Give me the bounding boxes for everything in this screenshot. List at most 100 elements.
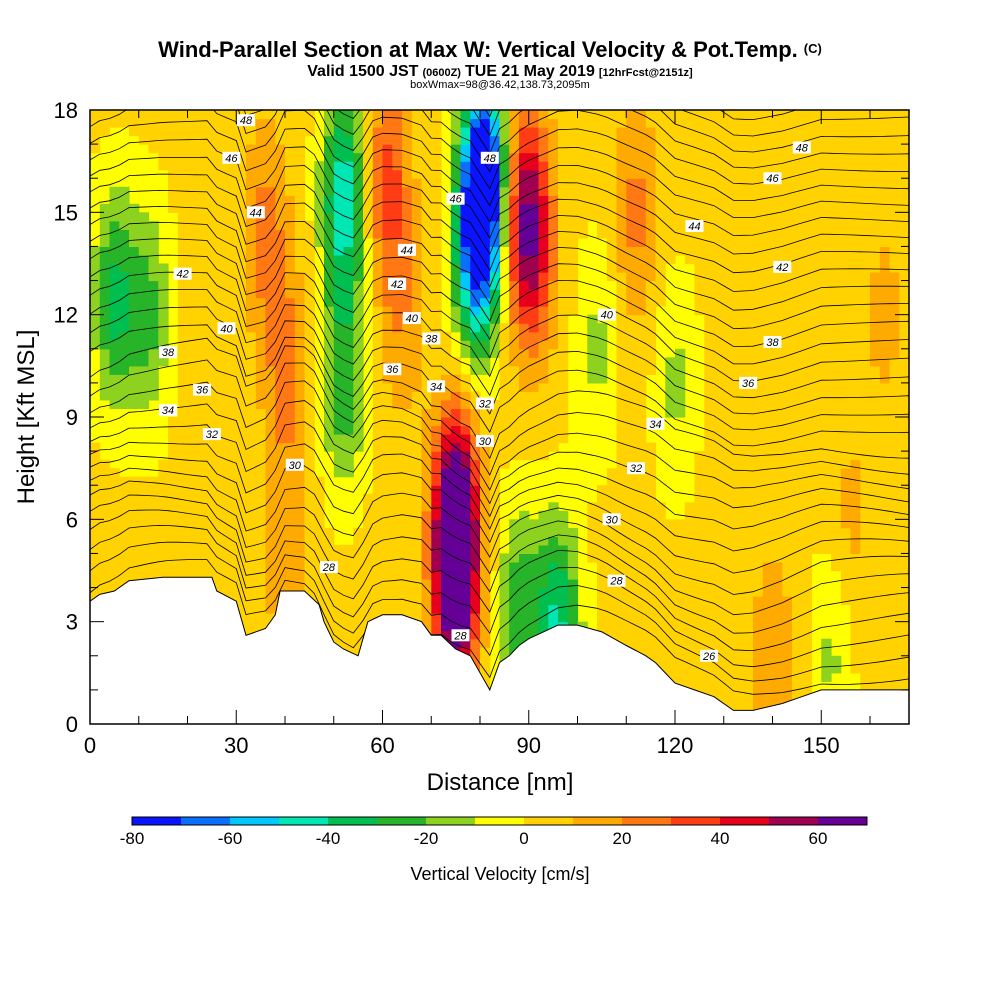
w-cell bbox=[343, 118, 354, 128]
w-cell bbox=[645, 220, 657, 230]
w-cell bbox=[733, 280, 744, 290]
w-cell bbox=[567, 596, 579, 606]
w-cell bbox=[665, 161, 676, 171]
w-cell bbox=[509, 118, 520, 128]
w-cell bbox=[90, 340, 101, 350]
w-cell bbox=[626, 186, 637, 196]
w-cell bbox=[597, 169, 608, 179]
w-cell bbox=[421, 135, 432, 145]
w-cell bbox=[850, 604, 861, 614]
w-cell bbox=[733, 297, 744, 307]
w-cell bbox=[129, 297, 140, 307]
w-cell bbox=[450, 118, 462, 128]
w-cell bbox=[704, 527, 715, 537]
w-cell bbox=[772, 135, 783, 145]
w-cell bbox=[733, 596, 744, 606]
w-cell bbox=[509, 348, 520, 358]
w-cell bbox=[480, 357, 491, 367]
w-cell bbox=[616, 127, 627, 137]
w-cell bbox=[470, 229, 481, 239]
w-cell bbox=[616, 562, 627, 572]
w-cell bbox=[528, 519, 540, 529]
w-cell bbox=[411, 280, 423, 290]
w-cell bbox=[275, 579, 286, 589]
w-cell bbox=[236, 127, 247, 137]
w-cell bbox=[421, 621, 432, 631]
w-cell bbox=[411, 340, 423, 350]
w-cell bbox=[236, 178, 247, 188]
w-cell bbox=[285, 527, 296, 537]
w-cell bbox=[616, 237, 627, 247]
w-cell bbox=[353, 365, 364, 375]
w-cell bbox=[567, 527, 579, 537]
w-cell bbox=[567, 127, 579, 137]
w-cell bbox=[216, 289, 228, 299]
w-cell bbox=[665, 587, 676, 597]
w-cell bbox=[421, 246, 432, 256]
w-cell bbox=[109, 118, 120, 128]
w-cell bbox=[499, 638, 510, 648]
w-cell bbox=[821, 493, 832, 503]
w-cell bbox=[704, 152, 715, 162]
w-cell bbox=[831, 655, 842, 665]
w-cell bbox=[636, 604, 647, 614]
w-cell bbox=[138, 272, 150, 282]
w-cell bbox=[129, 331, 140, 341]
w-cell bbox=[753, 272, 764, 282]
w-cell bbox=[762, 655, 774, 665]
w-cell bbox=[762, 408, 774, 418]
w-cell bbox=[246, 399, 257, 409]
w-cell bbox=[402, 562, 413, 572]
w-cell bbox=[392, 110, 403, 120]
w-cell bbox=[821, 297, 832, 307]
w-cell bbox=[821, 246, 832, 256]
w-cell bbox=[402, 587, 413, 597]
w-cell bbox=[382, 348, 393, 358]
w-cell bbox=[148, 246, 159, 256]
w-cell bbox=[187, 237, 198, 247]
w-cell bbox=[645, 237, 657, 247]
w-cell bbox=[275, 502, 286, 512]
w-cell bbox=[860, 570, 871, 580]
w-cell bbox=[314, 237, 325, 247]
w-cell bbox=[606, 161, 618, 171]
w-cell bbox=[99, 323, 111, 333]
w-cell bbox=[772, 408, 783, 418]
w-cell bbox=[840, 365, 852, 375]
w-cell bbox=[587, 536, 598, 546]
w-cell bbox=[99, 297, 111, 307]
w-cell bbox=[333, 357, 345, 367]
w-cell bbox=[733, 434, 744, 444]
w-cell bbox=[236, 272, 247, 282]
w-cell bbox=[782, 672, 793, 682]
w-cell bbox=[860, 399, 871, 409]
w-cell bbox=[665, 374, 676, 384]
w-cell bbox=[772, 604, 783, 614]
w-cell bbox=[694, 596, 705, 606]
w-cell bbox=[255, 246, 267, 256]
w-cell bbox=[343, 391, 354, 401]
w-cell bbox=[216, 246, 228, 256]
w-cell bbox=[587, 374, 598, 384]
w-cell bbox=[470, 468, 481, 478]
w-cell bbox=[119, 493, 130, 503]
w-cell bbox=[528, 255, 540, 265]
w-cell bbox=[333, 613, 345, 623]
w-cell bbox=[714, 613, 725, 623]
w-cell bbox=[801, 365, 813, 375]
w-cell bbox=[216, 161, 228, 171]
w-cell bbox=[509, 331, 520, 341]
w-cell bbox=[528, 570, 540, 580]
w-cell bbox=[168, 161, 179, 171]
w-cell bbox=[655, 621, 666, 631]
w-cell bbox=[723, 493, 735, 503]
w-cell bbox=[382, 229, 393, 239]
w-cell bbox=[499, 604, 510, 614]
w-cell bbox=[558, 510, 569, 520]
w-cell bbox=[831, 152, 842, 162]
w-cell bbox=[723, 255, 735, 265]
w-cell bbox=[782, 536, 793, 546]
w-cell bbox=[119, 272, 130, 282]
w-cell bbox=[392, 306, 403, 316]
w-cell bbox=[528, 417, 540, 427]
